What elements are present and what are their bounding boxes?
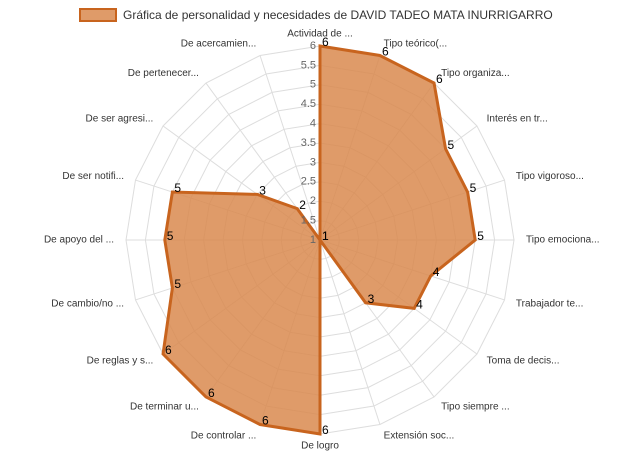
category-label: De cambio/no ... — [51, 298, 124, 309]
category-label: Extensión soc... — [384, 431, 455, 442]
legend-swatch — [79, 8, 117, 22]
category-label: Toma de decis... — [487, 356, 560, 367]
category-label: De ser agresi... — [86, 114, 154, 125]
category-label: Trabajador te... — [516, 298, 583, 309]
category-label: De acercamien... — [181, 39, 257, 50]
category-label: Tipo vigoroso... — [516, 171, 584, 182]
data-label: 6 — [262, 414, 269, 428]
data-label: 2 — [299, 198, 306, 212]
r-tick-label: 5.5 — [301, 59, 316, 71]
data-label: 4 — [433, 265, 440, 279]
data-label: 1 — [322, 229, 329, 243]
category-label: Interés en tr... — [487, 114, 548, 125]
data-label: 6 — [165, 343, 172, 357]
r-tick-label: 1.5 — [301, 215, 316, 227]
r-tick-label: 4 — [310, 118, 316, 130]
data-label: 6 — [322, 35, 329, 49]
data-label: 5 — [470, 181, 477, 195]
data-label: 3 — [368, 292, 375, 306]
radar-area — [161, 44, 477, 436]
r-tick-label: 4.5 — [301, 98, 316, 110]
data-label: 5 — [477, 229, 484, 243]
data-label: 6 — [382, 45, 389, 59]
spoke — [259, 55, 321, 241]
legend-text: Gráfica de personalidad y necesidades de… — [123, 8, 553, 22]
data-label: 5 — [448, 138, 455, 152]
data-label: 6 — [208, 386, 215, 400]
r-tick-label: 2 — [310, 195, 316, 207]
r-tick-label: 3 — [310, 156, 316, 168]
data-label: 6 — [322, 423, 329, 437]
category-label: De apoyo del ... — [44, 235, 114, 246]
r-tick-label: 1 — [310, 234, 316, 246]
category-label: De logro — [301, 441, 339, 452]
data-label: 3 — [259, 184, 266, 198]
r-tick-label: 6 — [310, 40, 316, 52]
data-label: 1 — [322, 229, 329, 243]
category-label: De ser notifi... — [62, 171, 124, 182]
category-label: De reglas y s... — [87, 356, 154, 367]
category-label: Tipo siempre ... — [441, 401, 510, 412]
r-tick-label: 5 — [310, 79, 316, 91]
data-label: 5 — [174, 181, 181, 195]
category-label: De terminar u... — [130, 401, 199, 412]
category-label: De controlar ... — [191, 431, 257, 442]
r-tick-label: 3.5 — [301, 137, 316, 149]
data-label: 5 — [167, 229, 174, 243]
r-tick-label: 2.5 — [301, 176, 316, 188]
spoke — [319, 239, 381, 425]
category-label: Tipo teórico(... — [384, 39, 448, 50]
category-label: Tipo emociona... — [526, 235, 600, 246]
category-label: Actividad de ... — [287, 29, 353, 40]
category-label: Tipo organiza... — [441, 68, 510, 79]
data-label: 5 — [174, 277, 181, 291]
data-label: 4 — [416, 298, 423, 312]
data-label: 6 — [436, 72, 443, 86]
category-label: De pertenecer... — [128, 68, 199, 79]
